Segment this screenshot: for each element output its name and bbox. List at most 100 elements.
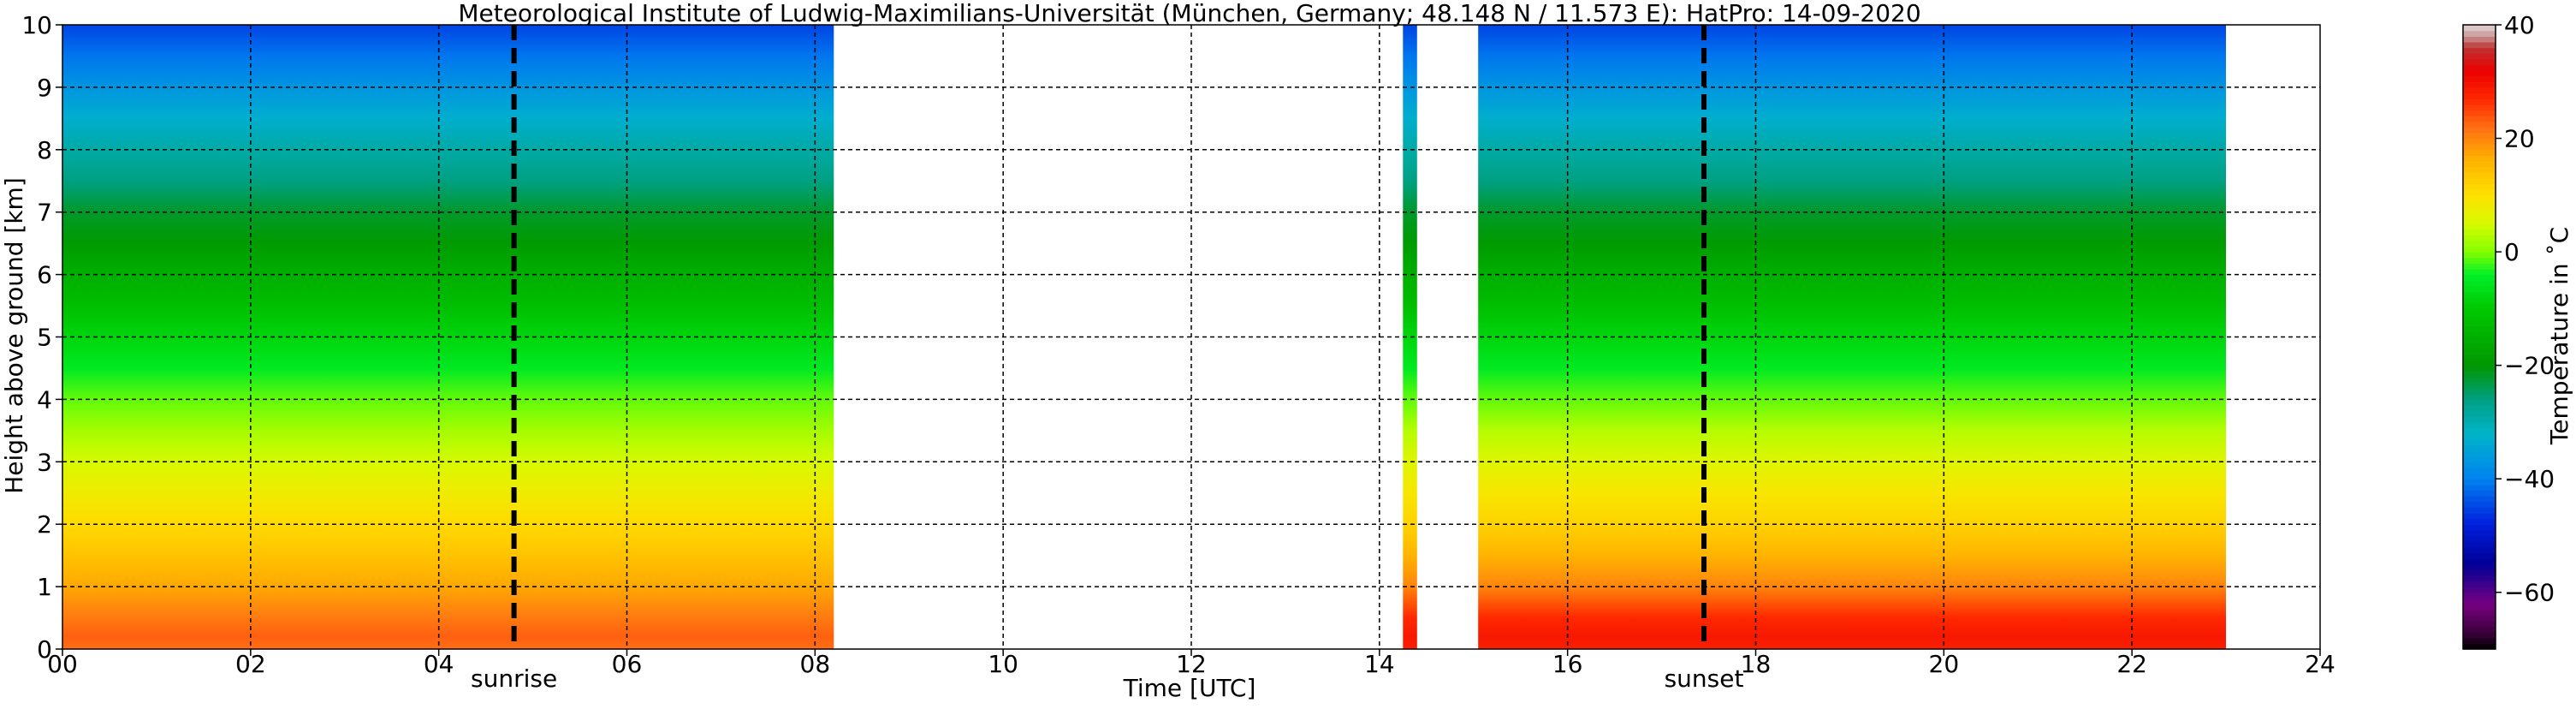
sunrise-label: sunrise	[471, 664, 557, 693]
y-tick-label: 9	[37, 74, 52, 102]
colorbar-cell	[2463, 246, 2496, 253]
colorbar-cell	[2463, 98, 2496, 105]
data-segment	[1403, 25, 1417, 649]
colorbar: 40 20 0 −20 −40 −60	[2462, 11, 2555, 650]
colorbar-cell	[2463, 47, 2496, 54]
colorbar-cell	[2463, 223, 2496, 230]
colorbar-cell	[2463, 263, 2496, 270]
colorbar-cell	[2463, 473, 2496, 480]
colorbar-cell	[2463, 524, 2496, 531]
colorbar-cell	[2463, 240, 2496, 247]
colorbar-cell	[2463, 479, 2496, 486]
colorbar-cell	[2463, 217, 2496, 224]
colorbar-cell	[2463, 302, 2496, 309]
colorbar-cell	[2463, 609, 2496, 616]
colorbar-cell	[2463, 161, 2496, 168]
colorbar-frame	[2462, 24, 2496, 650]
colorbar-cell	[2463, 200, 2496, 207]
colorbar-cell	[2463, 535, 2496, 542]
y-tick-label: 8	[37, 136, 52, 164]
colorbar-cell	[2463, 337, 2496, 343]
colorbar-cell	[2463, 360, 2496, 366]
colorbar-cell	[2463, 393, 2496, 400]
x-tick-label: 22	[2116, 650, 2147, 678]
colorbar-cell	[2463, 643, 2496, 650]
colorbar-cell	[2463, 308, 2496, 315]
colorbar-cell	[2463, 450, 2496, 457]
colorbar-cell	[2463, 416, 2496, 423]
colorbar-cell	[2463, 399, 2496, 406]
colorbar-tick-label: −20	[2504, 352, 2555, 380]
y-tick-label: 7	[37, 199, 52, 227]
colorbar-cell	[2463, 343, 2496, 349]
colorbar-cell	[2463, 496, 2496, 503]
colorbar-cell	[2463, 507, 2496, 514]
colorbar-cell	[2463, 53, 2496, 60]
colorbar-cell	[2463, 444, 2496, 451]
x-tick-label: 18	[1741, 650, 1772, 678]
colorbar-cell	[2463, 529, 2496, 537]
x-tick-label: 20	[1929, 650, 1960, 678]
colorbar-cell	[2463, 569, 2496, 576]
colorbar-cell	[2463, 194, 2496, 202]
colorbar-cell	[2463, 25, 2496, 32]
chart-title: Meteorological Institute of Ludwig-Maxim…	[458, 0, 1920, 27]
colorbar-tick-label: 40	[2504, 11, 2535, 39]
colorbar-cell	[2463, 81, 2496, 88]
colorbar-cell	[2463, 331, 2496, 338]
colorbar-cell	[2463, 297, 2496, 304]
x-axis-label: Time [UTC]	[1123, 674, 1256, 702]
x-tick-label: 12	[1176, 650, 1207, 678]
x-tick-label: 06	[612, 650, 643, 678]
x-tick-label: 04	[424, 650, 454, 678]
colorbar-cell	[2463, 104, 2496, 111]
colorbar-cell	[2463, 438, 2496, 446]
colorbar-cell	[2463, 632, 2496, 639]
colorbar-cell	[2463, 172, 2496, 179]
colorbar-tick-label: −60	[2504, 579, 2555, 607]
y-tick-label: 5	[37, 324, 52, 352]
colorbar-cell	[2463, 388, 2496, 395]
x-tick-label: 02	[235, 650, 266, 678]
colorbar-cell	[2463, 598, 2496, 605]
colorbar-cell	[2463, 581, 2496, 587]
colorbar-cell	[2463, 41, 2496, 49]
colorbar-cell	[2463, 274, 2496, 281]
colorbar-cell	[2463, 354, 2496, 360]
colorbar-cell	[2463, 92, 2496, 99]
colorbar-cell	[2463, 456, 2496, 462]
colorbar-cell	[2463, 382, 2496, 389]
y-tick-label: 3	[37, 448, 52, 476]
colorbar-cell	[2463, 313, 2496, 321]
colorbar-cell	[2463, 421, 2496, 429]
colorbar-cell	[2463, 433, 2496, 440]
x-tick-label: 24	[2305, 650, 2336, 678]
colorbar-cell	[2463, 410, 2496, 417]
colorbar-cell	[2463, 552, 2496, 559]
colorbar-cell	[2463, 546, 2496, 553]
colorbar-cell	[2463, 36, 2496, 43]
colorbar-cell	[2463, 64, 2496, 71]
colorbar-cell	[2463, 501, 2496, 508]
colorbar-cell	[2463, 603, 2496, 611]
colorbar-cell	[2463, 637, 2496, 644]
colorbar-cell	[2463, 490, 2496, 497]
colorbar-cell	[2463, 541, 2496, 548]
colorbar-cell	[2463, 252, 2496, 259]
colorbar-tick-label: 20	[2504, 125, 2535, 153]
colorbar-cell	[2463, 285, 2496, 293]
colorbar-cell	[2463, 620, 2496, 628]
colorbar-cell	[2463, 121, 2496, 128]
colorbar-cell	[2463, 144, 2496, 151]
colorbar-cell	[2463, 206, 2496, 213]
colorbar-cell	[2463, 575, 2496, 582]
colorbar-cell	[2463, 70, 2496, 77]
y-tick-label: 4	[37, 385, 52, 414]
x-tick-label: 00	[47, 650, 78, 678]
colorbar-cell	[2463, 212, 2496, 218]
colorbar-cell	[2463, 268, 2496, 276]
colorbar-cell	[2463, 127, 2496, 134]
